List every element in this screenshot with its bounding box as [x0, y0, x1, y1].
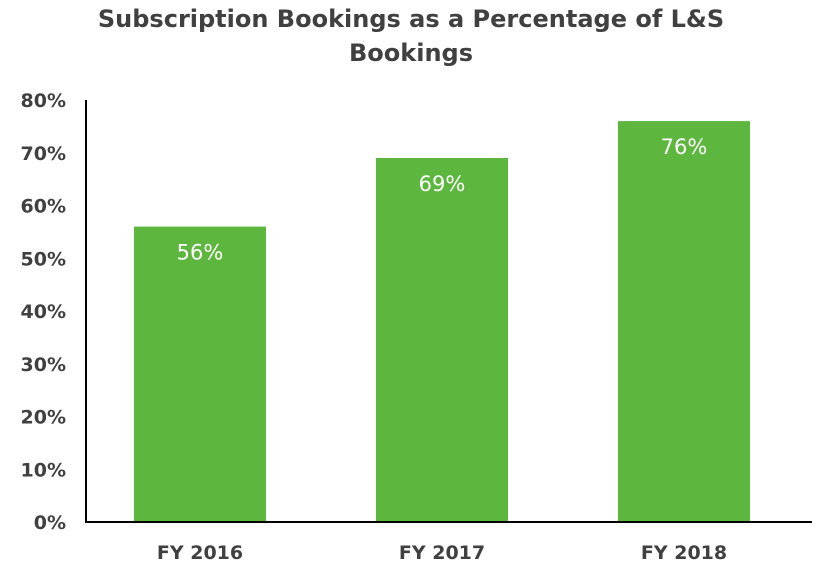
- y-tick-label: 0%: [34, 512, 66, 534]
- x-tick-label: FY 2016: [157, 542, 243, 564]
- y-tick-label: 20%: [21, 407, 66, 429]
- y-tick-label: 50%: [21, 248, 66, 270]
- bar: [618, 121, 750, 522]
- bar: [376, 158, 508, 522]
- data-label: 76%: [661, 135, 708, 159]
- y-tick-label: 60%: [21, 196, 66, 218]
- chart-title: Subscription Bookings as a Percentage of…: [97, 5, 725, 67]
- data-label: 69%: [419, 172, 466, 196]
- x-tick-label: FY 2018: [641, 542, 727, 564]
- y-tick-label: 80%: [21, 90, 66, 112]
- x-tick-label: FY 2017: [399, 542, 485, 564]
- y-tick-label: 30%: [21, 354, 66, 376]
- y-tick-label: 40%: [21, 301, 66, 323]
- bar: [134, 226, 266, 522]
- y-tick-label: 10%: [21, 459, 66, 481]
- data-label: 56%: [177, 241, 224, 265]
- y-tick-label: 70%: [21, 143, 66, 165]
